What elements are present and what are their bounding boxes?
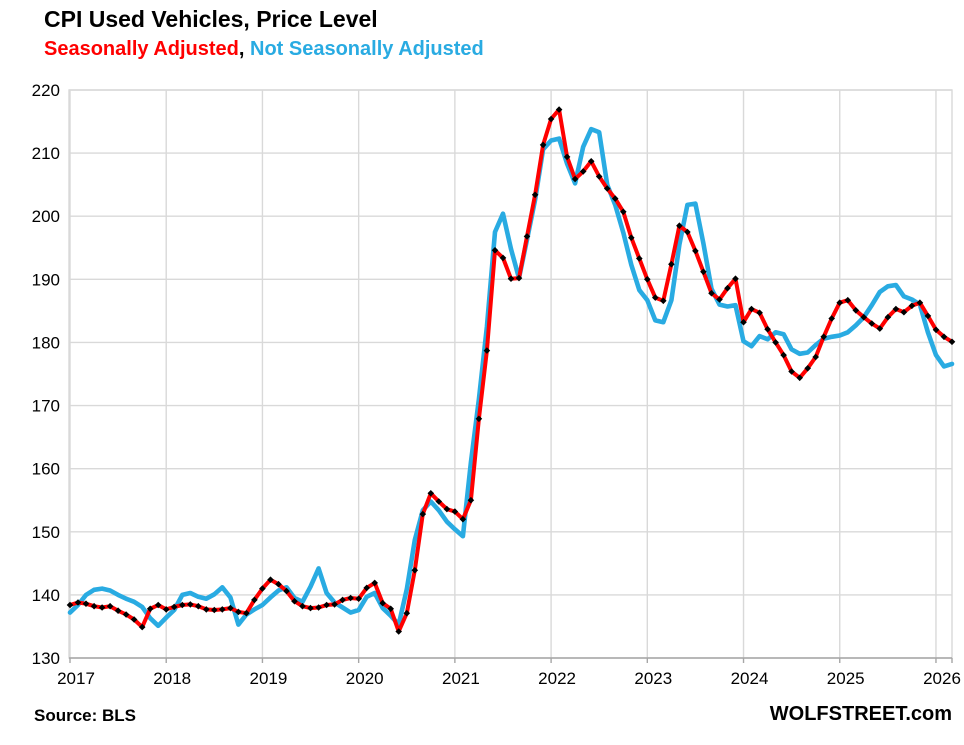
y-tick-label: 150 xyxy=(32,523,60,542)
x-tick-label: 2023 xyxy=(634,669,672,688)
y-tick-label: 160 xyxy=(32,460,60,479)
wolfstreet-brand: WOLFSTREET.com xyxy=(769,703,952,725)
legend-seasonally-adjusted: Seasonally Adjusted xyxy=(44,38,239,60)
x-tick-label: 2022 xyxy=(538,669,576,688)
chart-legend-subtitle: Seasonally Adjusted, Not Seasonally Adju… xyxy=(44,38,484,61)
page-title: CPI Used Vehicles, Price Level xyxy=(44,6,378,32)
x-tick-label: 2017 xyxy=(57,669,95,688)
y-tick-label: 210 xyxy=(32,144,60,163)
y-tick-label: 200 xyxy=(32,207,60,226)
sa-markers xyxy=(66,106,956,635)
y-tick-label: 190 xyxy=(32,270,60,289)
nsa-line xyxy=(67,126,955,629)
x-tick-label: 2019 xyxy=(249,669,287,688)
legend-separator: , xyxy=(238,38,250,60)
plot-border xyxy=(68,89,953,659)
legend-not-seasonally-adjusted: Not Seasonally Adjusted xyxy=(250,38,484,60)
source-label: Source: BLS xyxy=(34,706,137,725)
x-tick-label: 2024 xyxy=(731,669,769,688)
y-tick-label: 220 xyxy=(32,81,60,100)
y-tick-label: 130 xyxy=(32,649,60,668)
y-tick-label: 170 xyxy=(32,397,60,416)
x-tick-label: 2020 xyxy=(346,669,384,688)
y-tick-label: 180 xyxy=(32,333,60,352)
x-tick-label: 2018 xyxy=(153,669,191,688)
x-tick-label: 2025 xyxy=(827,669,865,688)
sa-line xyxy=(68,107,954,634)
x-tick-label: 2021 xyxy=(442,669,480,688)
x-tick-label: 2026 xyxy=(923,669,961,688)
y-tick-label: 140 xyxy=(32,586,60,605)
